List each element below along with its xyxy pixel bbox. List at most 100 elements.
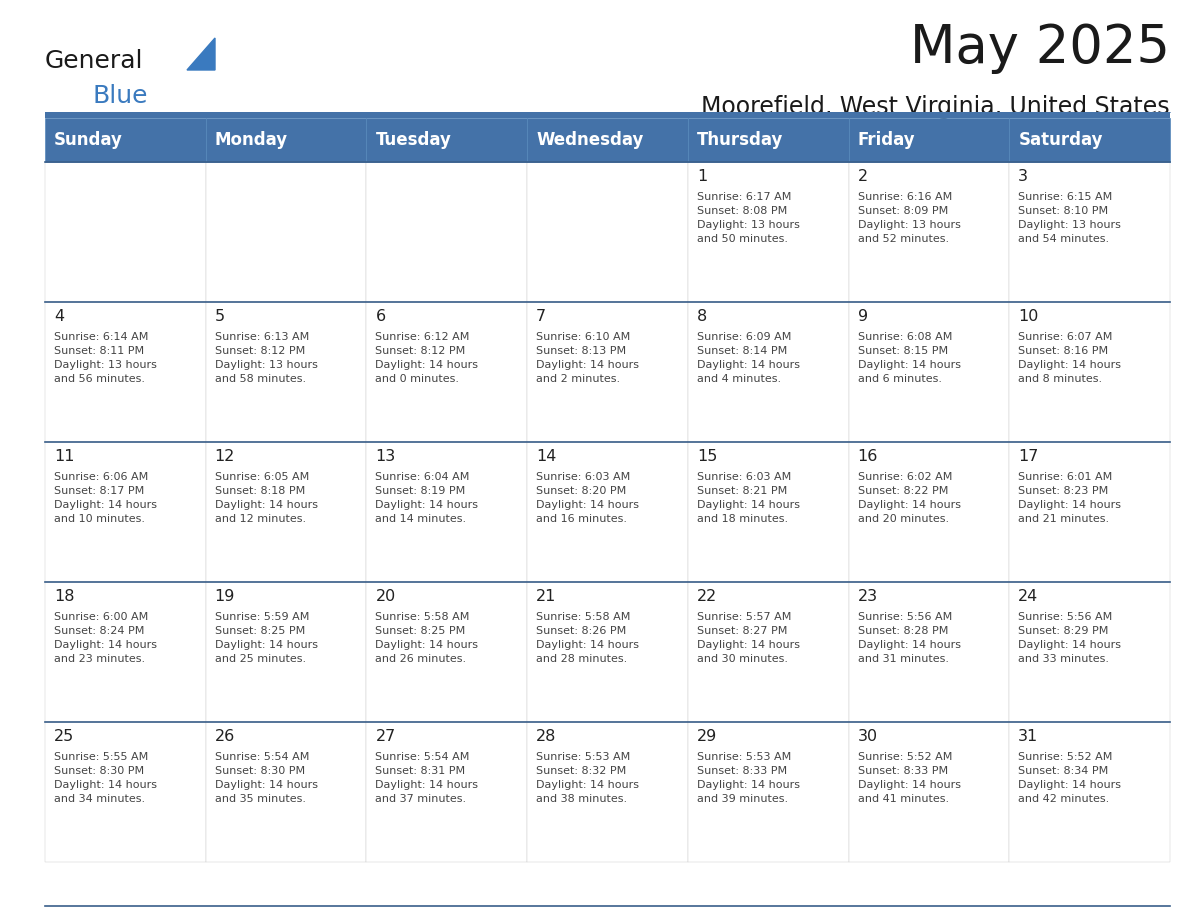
Text: 20: 20 — [375, 589, 396, 604]
Bar — [688, 118, 848, 162]
Text: 6: 6 — [375, 309, 386, 324]
Text: Sunrise: 6:07 AM
Sunset: 8:16 PM
Daylight: 14 hours
and 8 minutes.: Sunrise: 6:07 AM Sunset: 8:16 PM Dayligh… — [1018, 332, 1121, 384]
Text: 1: 1 — [697, 169, 707, 184]
Text: General: General — [45, 49, 144, 73]
Text: 31: 31 — [1018, 729, 1038, 744]
Text: Sunrise: 5:53 AM
Sunset: 8:33 PM
Daylight: 14 hours
and 39 minutes.: Sunrise: 5:53 AM Sunset: 8:33 PM Dayligh… — [697, 752, 800, 804]
Bar — [1010, 442, 1170, 582]
Text: 25: 25 — [53, 729, 74, 744]
Text: Moorefield, West Virginia, United States: Moorefield, West Virginia, United States — [701, 95, 1170, 119]
Text: 17: 17 — [1018, 449, 1038, 464]
Bar — [688, 162, 848, 302]
Text: Sunrise: 6:06 AM
Sunset: 8:17 PM
Daylight: 14 hours
and 10 minutes.: Sunrise: 6:06 AM Sunset: 8:17 PM Dayligh… — [53, 472, 157, 524]
Bar — [206, 302, 366, 442]
Bar — [45, 162, 206, 302]
Text: 23: 23 — [858, 589, 878, 604]
Text: Sunrise: 6:05 AM
Sunset: 8:18 PM
Daylight: 14 hours
and 12 minutes.: Sunrise: 6:05 AM Sunset: 8:18 PM Dayligh… — [215, 472, 317, 524]
Text: Sunrise: 6:14 AM
Sunset: 8:11 PM
Daylight: 13 hours
and 56 minutes.: Sunrise: 6:14 AM Sunset: 8:11 PM Dayligh… — [53, 332, 157, 384]
Text: May 2025: May 2025 — [910, 22, 1170, 74]
Bar — [527, 302, 688, 442]
Text: Sunrise: 6:15 AM
Sunset: 8:10 PM
Daylight: 13 hours
and 54 minutes.: Sunrise: 6:15 AM Sunset: 8:10 PM Dayligh… — [1018, 192, 1121, 244]
Bar — [45, 442, 206, 582]
Text: 24: 24 — [1018, 589, 1038, 604]
Bar — [527, 162, 688, 302]
Text: 11: 11 — [53, 449, 75, 464]
Bar — [688, 582, 848, 722]
Bar — [206, 442, 366, 582]
Text: 30: 30 — [858, 729, 878, 744]
Text: Sunrise: 5:53 AM
Sunset: 8:32 PM
Daylight: 14 hours
and 38 minutes.: Sunrise: 5:53 AM Sunset: 8:32 PM Dayligh… — [536, 752, 639, 804]
Text: Sunrise: 6:02 AM
Sunset: 8:22 PM
Daylight: 14 hours
and 20 minutes.: Sunrise: 6:02 AM Sunset: 8:22 PM Dayligh… — [858, 472, 961, 524]
Text: Sunrise: 5:57 AM
Sunset: 8:27 PM
Daylight: 14 hours
and 30 minutes.: Sunrise: 5:57 AM Sunset: 8:27 PM Dayligh… — [697, 612, 800, 664]
Text: Sunrise: 5:59 AM
Sunset: 8:25 PM
Daylight: 14 hours
and 25 minutes.: Sunrise: 5:59 AM Sunset: 8:25 PM Dayligh… — [215, 612, 317, 664]
Bar — [1010, 582, 1170, 722]
Bar — [366, 582, 527, 722]
Text: 7: 7 — [536, 309, 546, 324]
Bar — [45, 118, 206, 162]
Text: Sunrise: 6:17 AM
Sunset: 8:08 PM
Daylight: 13 hours
and 50 minutes.: Sunrise: 6:17 AM Sunset: 8:08 PM Dayligh… — [697, 192, 800, 244]
Bar — [206, 722, 366, 862]
Bar — [1010, 118, 1170, 162]
Text: Sunrise: 6:09 AM
Sunset: 8:14 PM
Daylight: 14 hours
and 4 minutes.: Sunrise: 6:09 AM Sunset: 8:14 PM Dayligh… — [697, 332, 800, 384]
Text: 9: 9 — [858, 309, 867, 324]
Text: 3: 3 — [1018, 169, 1029, 184]
Bar — [206, 118, 366, 162]
Text: 28: 28 — [536, 729, 556, 744]
Text: 27: 27 — [375, 729, 396, 744]
Text: Sunrise: 6:10 AM
Sunset: 8:13 PM
Daylight: 14 hours
and 2 minutes.: Sunrise: 6:10 AM Sunset: 8:13 PM Dayligh… — [536, 332, 639, 384]
Text: 21: 21 — [536, 589, 556, 604]
Bar — [366, 442, 527, 582]
Polygon shape — [187, 38, 215, 70]
Text: 19: 19 — [215, 589, 235, 604]
Bar — [366, 722, 527, 862]
Text: Wednesday: Wednesday — [536, 131, 644, 149]
Text: 2: 2 — [858, 169, 867, 184]
Text: Tuesday: Tuesday — [375, 131, 451, 149]
Bar — [206, 582, 366, 722]
Text: Sunrise: 6:12 AM
Sunset: 8:12 PM
Daylight: 14 hours
and 0 minutes.: Sunrise: 6:12 AM Sunset: 8:12 PM Dayligh… — [375, 332, 479, 384]
Bar — [527, 722, 688, 862]
Bar — [848, 118, 1010, 162]
Text: 18: 18 — [53, 589, 75, 604]
Text: 10: 10 — [1018, 309, 1038, 324]
Text: Sunrise: 6:01 AM
Sunset: 8:23 PM
Daylight: 14 hours
and 21 minutes.: Sunrise: 6:01 AM Sunset: 8:23 PM Dayligh… — [1018, 472, 1121, 524]
Bar — [366, 162, 527, 302]
Bar — [688, 302, 848, 442]
Text: Friday: Friday — [858, 131, 915, 149]
Text: Sunrise: 6:13 AM
Sunset: 8:12 PM
Daylight: 13 hours
and 58 minutes.: Sunrise: 6:13 AM Sunset: 8:12 PM Dayligh… — [215, 332, 317, 384]
Text: 13: 13 — [375, 449, 396, 464]
Text: Sunrise: 6:08 AM
Sunset: 8:15 PM
Daylight: 14 hours
and 6 minutes.: Sunrise: 6:08 AM Sunset: 8:15 PM Dayligh… — [858, 332, 961, 384]
Bar — [527, 442, 688, 582]
Text: Sunrise: 5:52 AM
Sunset: 8:33 PM
Daylight: 14 hours
and 41 minutes.: Sunrise: 5:52 AM Sunset: 8:33 PM Dayligh… — [858, 752, 961, 804]
Text: Saturday: Saturday — [1018, 131, 1102, 149]
Text: Sunrise: 6:04 AM
Sunset: 8:19 PM
Daylight: 14 hours
and 14 minutes.: Sunrise: 6:04 AM Sunset: 8:19 PM Dayligh… — [375, 472, 479, 524]
Text: Sunday: Sunday — [53, 131, 122, 149]
Text: Sunrise: 5:55 AM
Sunset: 8:30 PM
Daylight: 14 hours
and 34 minutes.: Sunrise: 5:55 AM Sunset: 8:30 PM Dayligh… — [53, 752, 157, 804]
Text: Sunrise: 6:16 AM
Sunset: 8:09 PM
Daylight: 13 hours
and 52 minutes.: Sunrise: 6:16 AM Sunset: 8:09 PM Dayligh… — [858, 192, 960, 244]
Text: Sunrise: 5:52 AM
Sunset: 8:34 PM
Daylight: 14 hours
and 42 minutes.: Sunrise: 5:52 AM Sunset: 8:34 PM Dayligh… — [1018, 752, 1121, 804]
Bar — [45, 582, 206, 722]
Bar — [688, 442, 848, 582]
Bar — [848, 302, 1010, 442]
Text: Monday: Monday — [215, 131, 287, 149]
Bar — [1010, 162, 1170, 302]
Text: Sunrise: 6:00 AM
Sunset: 8:24 PM
Daylight: 14 hours
and 23 minutes.: Sunrise: 6:00 AM Sunset: 8:24 PM Dayligh… — [53, 612, 157, 664]
Text: 14: 14 — [536, 449, 556, 464]
Bar — [206, 162, 366, 302]
Text: Sunrise: 6:03 AM
Sunset: 8:21 PM
Daylight: 14 hours
and 18 minutes.: Sunrise: 6:03 AM Sunset: 8:21 PM Dayligh… — [697, 472, 800, 524]
Bar — [45, 722, 206, 862]
Text: 29: 29 — [697, 729, 718, 744]
Text: 8: 8 — [697, 309, 707, 324]
Bar — [366, 302, 527, 442]
Bar — [527, 118, 688, 162]
Bar — [1010, 722, 1170, 862]
Bar — [688, 722, 848, 862]
Bar — [848, 582, 1010, 722]
Text: 22: 22 — [697, 589, 718, 604]
Text: Sunrise: 5:56 AM
Sunset: 8:28 PM
Daylight: 14 hours
and 31 minutes.: Sunrise: 5:56 AM Sunset: 8:28 PM Dayligh… — [858, 612, 961, 664]
Bar — [1010, 302, 1170, 442]
Text: 12: 12 — [215, 449, 235, 464]
Text: 5: 5 — [215, 309, 225, 324]
Bar — [848, 162, 1010, 302]
Text: Sunrise: 5:54 AM
Sunset: 8:31 PM
Daylight: 14 hours
and 37 minutes.: Sunrise: 5:54 AM Sunset: 8:31 PM Dayligh… — [375, 752, 479, 804]
